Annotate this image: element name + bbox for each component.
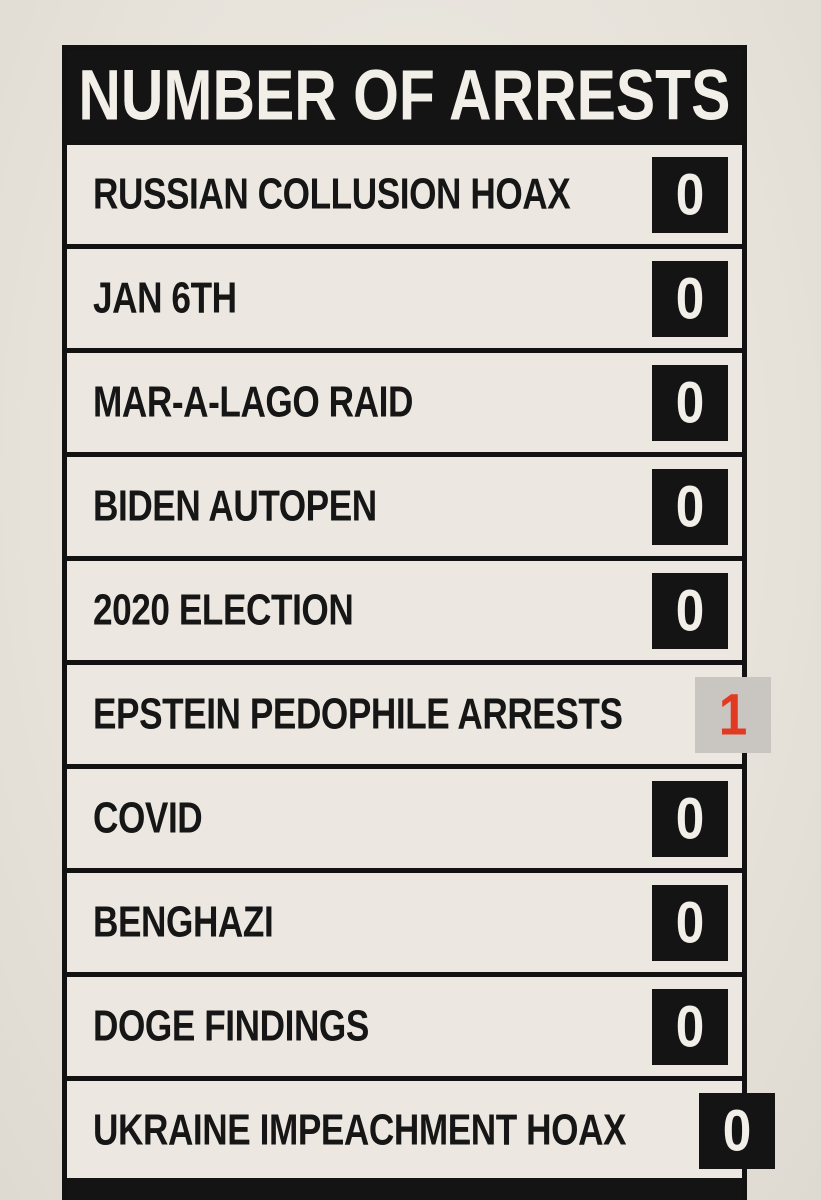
- count-value: 0: [675, 994, 705, 1059]
- count-box: 0: [652, 156, 728, 233]
- table-row: BIDEN AUTOPEN 0: [67, 452, 742, 556]
- count-box: 0: [652, 364, 728, 441]
- table-row: UKRAINE IMPEACHMENT HOAX 0: [67, 1076, 775, 1180]
- table-header: NUMBER OF ARRESTS: [67, 50, 742, 140]
- row-label: BENGHAZI: [93, 897, 274, 947]
- count-box: 0: [652, 988, 728, 1065]
- row-label: DOGE FINDINGS: [93, 1001, 369, 1051]
- row-label: UKRAINE IMPEACHMENT HOAX: [93, 1105, 627, 1155]
- count-value: 1: [718, 682, 747, 747]
- count-value: 0: [675, 786, 705, 851]
- table-title: NUMBER OF ARRESTS: [78, 54, 731, 136]
- row-label: JAN 6TH: [93, 273, 237, 323]
- count-box: 1: [694, 676, 771, 753]
- count-value: 0: [675, 162, 705, 227]
- table-row-highlighted: EPSTEIN PEDOPHILE ARRESTS 1: [67, 660, 771, 764]
- count-value: 0: [675, 578, 705, 643]
- table-row: JAN 6TH 0: [67, 244, 742, 348]
- table-row: MAR-A-LAGO RAID 0: [67, 348, 742, 452]
- row-label: COVID: [93, 793, 203, 843]
- count-box: 0: [652, 780, 728, 857]
- count-value: 0: [675, 266, 705, 331]
- row-label: MAR-A-LAGO RAID: [93, 377, 413, 427]
- table-row: BENGHAZI 0: [67, 868, 742, 972]
- arrests-table: NUMBER OF ARRESTS RUSSIAN COLLUSION HOAX…: [62, 45, 775, 1185]
- row-label: RUSSIAN COLLUSION HOAX: [93, 169, 571, 219]
- count-box: 0: [652, 260, 728, 337]
- count-box: 0: [652, 468, 728, 545]
- table-row: COVID 0: [67, 764, 742, 868]
- table-row: RUSSIAN COLLUSION HOAX 0: [67, 140, 742, 244]
- row-label: EPSTEIN PEDOPHILE ARRESTS: [93, 689, 623, 739]
- count-value: 0: [675, 370, 705, 435]
- count-value: 0: [675, 474, 705, 539]
- count-box: 0: [652, 884, 728, 961]
- count-value: 0: [675, 890, 705, 955]
- table-row: 2020 ELECTION 0: [67, 556, 742, 660]
- table-row: DOGE FINDINGS 0: [67, 972, 742, 1076]
- row-label: 2020 ELECTION: [93, 585, 354, 635]
- partial-next-header-bar: [62, 1178, 747, 1200]
- count-box: 0: [698, 1092, 775, 1169]
- count-box: 0: [652, 572, 728, 649]
- row-label: BIDEN AUTOPEN: [93, 481, 377, 531]
- count-value: 0: [722, 1098, 752, 1163]
